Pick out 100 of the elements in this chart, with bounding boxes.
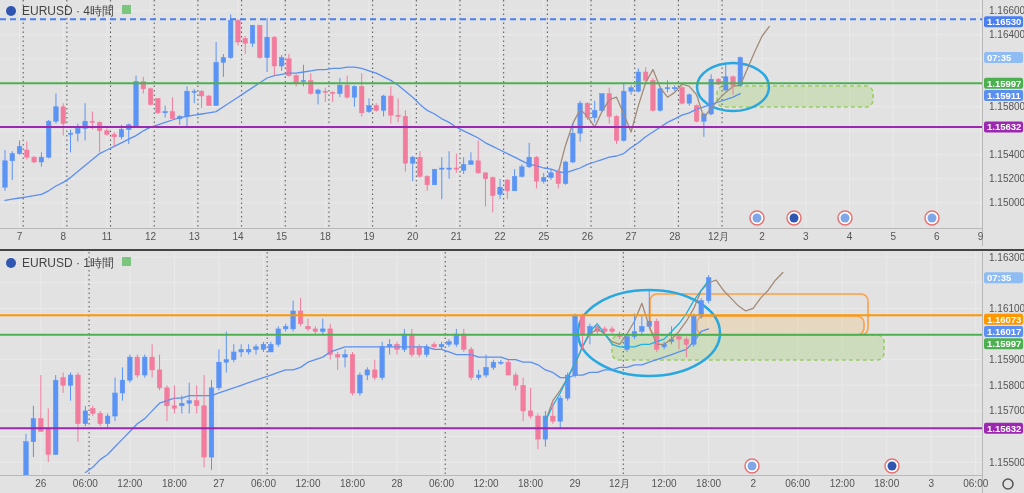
- x-tick-label: 5: [890, 231, 897, 242]
- candlestick: [482, 172, 488, 207]
- y-tick-label: 1.16400: [989, 29, 1024, 41]
- candlestick: [82, 405, 88, 427]
- x-tick-label: 27: [625, 231, 638, 242]
- candlestick: [53, 374, 59, 455]
- x-tick-label: 19: [363, 231, 375, 242]
- candlestick: [89, 111, 95, 131]
- candlestick: [38, 151, 44, 168]
- x-tick-label: 8: [60, 231, 67, 242]
- x-tick-label: 27: [213, 478, 225, 489]
- candlestick: [606, 87, 612, 125]
- y-tick-label: 1.15700: [989, 405, 1024, 417]
- x-tick-label: 29: [569, 478, 582, 489]
- y-tick-label: 1.15800: [989, 101, 1024, 113]
- candlestick: [372, 359, 378, 381]
- candlestick: [498, 359, 504, 366]
- x-tick-label: 18:00: [339, 478, 366, 489]
- candlestick: [373, 102, 379, 113]
- candlestick: [335, 351, 341, 371]
- candlestick: [257, 24, 263, 60]
- chart-title: EURUSD · 1時間: [22, 256, 115, 270]
- candlestick: [475, 139, 481, 175]
- x-tick-label: 06:00: [429, 478, 455, 489]
- candlestick: [410, 155, 416, 182]
- text: 1.16017: [987, 325, 1022, 337]
- x-tick-label: 06:00: [250, 478, 277, 489]
- candlestick: [199, 89, 205, 109]
- x-tick-label: 7: [16, 231, 23, 242]
- x-tick-label: 06:00: [785, 478, 811, 489]
- candlestick: [686, 93, 692, 107]
- x-tick-label: 06:00: [963, 478, 989, 489]
- x-tick-label: 3: [928, 478, 935, 489]
- candlestick: [279, 54, 285, 72]
- ref-line-label: 1.15632: [987, 121, 1022, 133]
- candlestick: [228, 13, 234, 60]
- y-tick-label: 1.15400: [989, 149, 1024, 161]
- x-tick-label: 18:00: [696, 478, 722, 489]
- candlestick: [550, 400, 556, 425]
- y-tick-label: 1.16100: [989, 302, 1024, 314]
- x-tick-label: 12月: [609, 478, 631, 489]
- candlestick: [322, 87, 328, 103]
- x-tick-label: 2: [759, 231, 766, 242]
- ref-line-label: 1.16073: [987, 313, 1022, 325]
- candlestick: [672, 84, 678, 92]
- text: 1.15911: [987, 90, 1022, 102]
- x-tick-label: 9: [977, 231, 984, 242]
- x-tick-label: 12:00: [829, 478, 856, 489]
- x-tick-label: 21: [450, 231, 463, 242]
- ref-line-label: 1.15997: [987, 338, 1022, 350]
- candlestick: [315, 88, 321, 105]
- x-tick-label: 14: [232, 231, 244, 242]
- ref-line-label: 1.15632: [987, 422, 1022, 434]
- candlestick: [342, 348, 348, 368]
- candlestick: [68, 129, 74, 153]
- candlestick: [134, 354, 140, 379]
- ref-line-label: 1.15997: [987, 77, 1022, 89]
- candlestick: [206, 94, 212, 107]
- candlestick: [142, 354, 148, 379]
- candlestick: [657, 87, 663, 113]
- x-tick-label: 12:00: [473, 478, 499, 489]
- candlestick: [737, 55, 743, 87]
- y-tick-label: 1.15200: [989, 173, 1024, 185]
- x-tick-label: 12: [145, 231, 157, 242]
- x-tick-label: 3: [803, 231, 810, 242]
- x-tick-label: 4: [846, 231, 853, 242]
- candlestick: [60, 102, 66, 137]
- x-tick-label: 2: [750, 478, 757, 489]
- candlestick: [344, 75, 350, 99]
- candlestick: [162, 105, 168, 119]
- x-tick-label: 12:00: [295, 478, 321, 489]
- candlestick: [557, 395, 563, 430]
- candlestick: [555, 168, 561, 189]
- candlestick: [320, 318, 326, 335]
- candlestick: [432, 168, 438, 186]
- x-tick-label: 06:00: [72, 478, 99, 489]
- candlestick: [379, 341, 385, 381]
- x-tick-label: 12:00: [117, 478, 143, 489]
- candlestick: [504, 178, 510, 200]
- x-tick-label: 22: [494, 231, 507, 242]
- candlestick: [271, 35, 277, 77]
- x-tick-label: 11: [101, 231, 113, 242]
- x-tick-label: 18:00: [874, 478, 900, 489]
- text: 07:35: [987, 272, 1013, 284]
- y-tick-label: 1.15000: [989, 197, 1024, 209]
- x-tick-label: 12:00: [651, 478, 678, 489]
- x-tick-label: 28: [391, 478, 403, 489]
- x-tick-label: 20: [407, 231, 419, 242]
- candlestick: [490, 175, 496, 213]
- x-tick-label: 12月: [707, 231, 729, 242]
- x-tick-label: 13: [188, 231, 201, 242]
- x-tick-label: 18: [319, 231, 332, 242]
- candlestick: [694, 103, 700, 123]
- y-tick-label: 1.16600: [989, 5, 1024, 17]
- text: 07:35: [987, 52, 1013, 64]
- candlestick: [424, 343, 430, 358]
- candlestick: [584, 101, 590, 121]
- candlestick: [706, 274, 712, 304]
- x-tick-label: 26: [581, 231, 594, 242]
- x-tick-label: 6: [934, 231, 941, 242]
